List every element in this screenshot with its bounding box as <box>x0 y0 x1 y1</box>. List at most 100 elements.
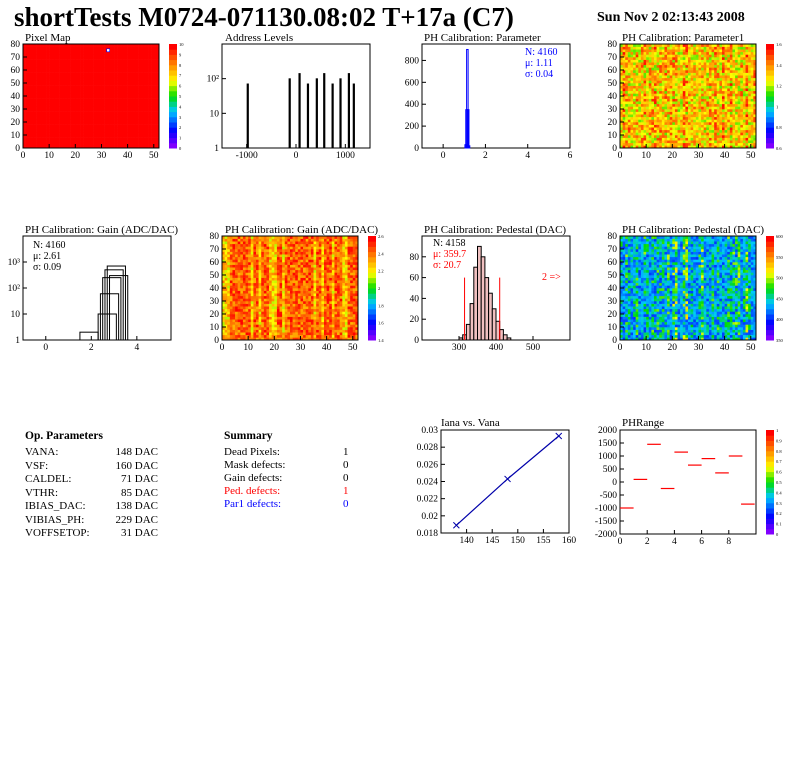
pixel_map-cell <box>62 101 66 105</box>
pixel_map-cell <box>30 106 34 110</box>
pixel_map-cell <box>75 77 79 81</box>
ph_cal_param1-cell <box>708 54 712 58</box>
gain_map-cell <box>258 236 262 239</box>
gain_map-cell <box>250 241 254 245</box>
ph_cal_param1-cell <box>625 106 629 110</box>
ph_cal_param1-cell <box>685 51 689 55</box>
gain_map-cell <box>245 306 249 310</box>
ph_cal_param1-cell <box>750 77 754 81</box>
ph_cal_param1-cell <box>740 80 744 84</box>
pixel_map-cell <box>23 122 26 125</box>
ph_cal_param1-cell <box>664 98 668 102</box>
ph_cal_param1-cell <box>753 135 757 138</box>
gain_map-cell <box>237 288 241 291</box>
ph_cal_param1-cell <box>651 70 655 73</box>
ph_cal_param1-cell <box>698 135 702 138</box>
gain_map-cell <box>261 243 265 247</box>
ph_cal_param1-cell <box>745 142 749 146</box>
ph_cal_param1-cell <box>742 124 746 128</box>
ph_cal_param1-cell <box>695 137 699 141</box>
pixel_map-cell <box>153 122 157 125</box>
ph_cal_param1-cell <box>693 122 697 125</box>
ph_cal_param1-cell <box>677 59 681 63</box>
ph_cal_param1-cell <box>695 49 699 53</box>
pixel_map-cell <box>91 98 94 102</box>
ph_cal_param1-cell <box>742 67 746 71</box>
gain_map-cell <box>256 301 259 304</box>
ph_cal_param1-cell <box>677 46 681 50</box>
pixel_map-cell <box>67 145 71 149</box>
ph_cal_param1-cell <box>640 116 644 120</box>
ph_cal_param1-cell <box>708 127 712 131</box>
pixel_map-cell <box>130 145 134 149</box>
pixel_map-cell <box>119 103 123 107</box>
ph_cal_param1-cell <box>729 83 733 86</box>
pixel_map-colorbar-cell <box>169 122 177 128</box>
pixel_map-cell <box>119 93 123 97</box>
ph_cal_param1-cell <box>701 145 704 149</box>
ph_cal_param1-cell <box>680 111 684 115</box>
pixel_map-cell <box>64 49 68 53</box>
ph_cal_param1-cell <box>722 142 725 146</box>
ph_cal_param1-cell <box>638 49 642 53</box>
ph_cal_param1-cell <box>685 109 689 112</box>
ph_cal_param1-cell <box>664 90 668 94</box>
gain_map-cell <box>248 311 252 315</box>
ph_cal_param1-cell <box>656 72 660 76</box>
ph_cal_param1-cell <box>711 70 715 73</box>
pixel_map-z-label: 5 <box>179 94 182 99</box>
gain_map-cell <box>261 311 265 315</box>
pixel_map-cell <box>135 135 139 138</box>
pixel_map-cell <box>51 106 55 110</box>
gain_map-cell <box>229 272 233 276</box>
pixel_map-cell <box>130 83 134 86</box>
pixel_map-colorbar-cell <box>169 127 177 133</box>
ph_cal_param1-cell <box>693 64 697 68</box>
pixel_map-cell <box>46 106 50 110</box>
stat-mean: μ: 2.61 <box>33 251 62 262</box>
pixel_map-cell <box>96 51 100 55</box>
pixel_map-cell <box>151 142 155 146</box>
gain_map-cell <box>232 282 236 286</box>
pixel_map-cell <box>117 103 121 107</box>
ph_cal_param1-cell <box>737 75 741 79</box>
gain_map-cell <box>248 246 252 250</box>
gain_map-cell <box>253 332 257 336</box>
ph_cal_param1-cell <box>648 93 652 97</box>
pixel_map-cell <box>49 124 53 128</box>
pixel_map-cell <box>64 72 68 76</box>
ph_cal_param1-cell <box>729 59 733 63</box>
pixel_map-cell <box>117 142 121 146</box>
pixel_map-cell <box>67 96 71 99</box>
pixel_map-cell <box>106 132 110 136</box>
ph_cal_param1-cell <box>622 62 626 66</box>
ph_cal_param1-cell <box>737 88 741 92</box>
ph_cal_param1-cell <box>669 57 673 60</box>
ph_cal_param1-cell <box>685 57 689 60</box>
pixel_map-cell <box>23 98 26 102</box>
pixel_map-cell <box>93 132 97 136</box>
pixel_map-cell <box>77 103 81 107</box>
ph_cal_param1-cell <box>627 114 631 118</box>
ph_cal_param1-cell <box>685 80 689 84</box>
pixel_map-cell <box>130 72 134 76</box>
ph_cal_param1-cell <box>708 70 712 73</box>
gain_map-cell <box>235 314 238 317</box>
ph_cal_param1-cell <box>688 142 691 146</box>
pixel_map-cell <box>122 103 126 107</box>
ph_cal_param1-cell <box>654 77 657 81</box>
pixel_map-cell <box>111 137 115 141</box>
pixel_map-cell <box>28 46 32 50</box>
pixel_map-cell <box>140 70 144 73</box>
pixel_map-cell <box>49 98 53 102</box>
pixel_map-cell <box>64 145 68 149</box>
ph_cal_param1-cell <box>672 49 676 53</box>
stat-mean: μ: 1.11 <box>525 58 553 69</box>
gain_map-cell <box>224 324 228 328</box>
ph_cal_param1-cell <box>748 127 752 131</box>
ph_cal_param1-cell <box>722 135 725 138</box>
ph_cal_param1-cell <box>633 49 636 53</box>
ph_cal_param1-cell <box>714 135 718 138</box>
pixel_map-cell <box>143 64 147 68</box>
ph_cal_param1-cell <box>688 101 691 105</box>
